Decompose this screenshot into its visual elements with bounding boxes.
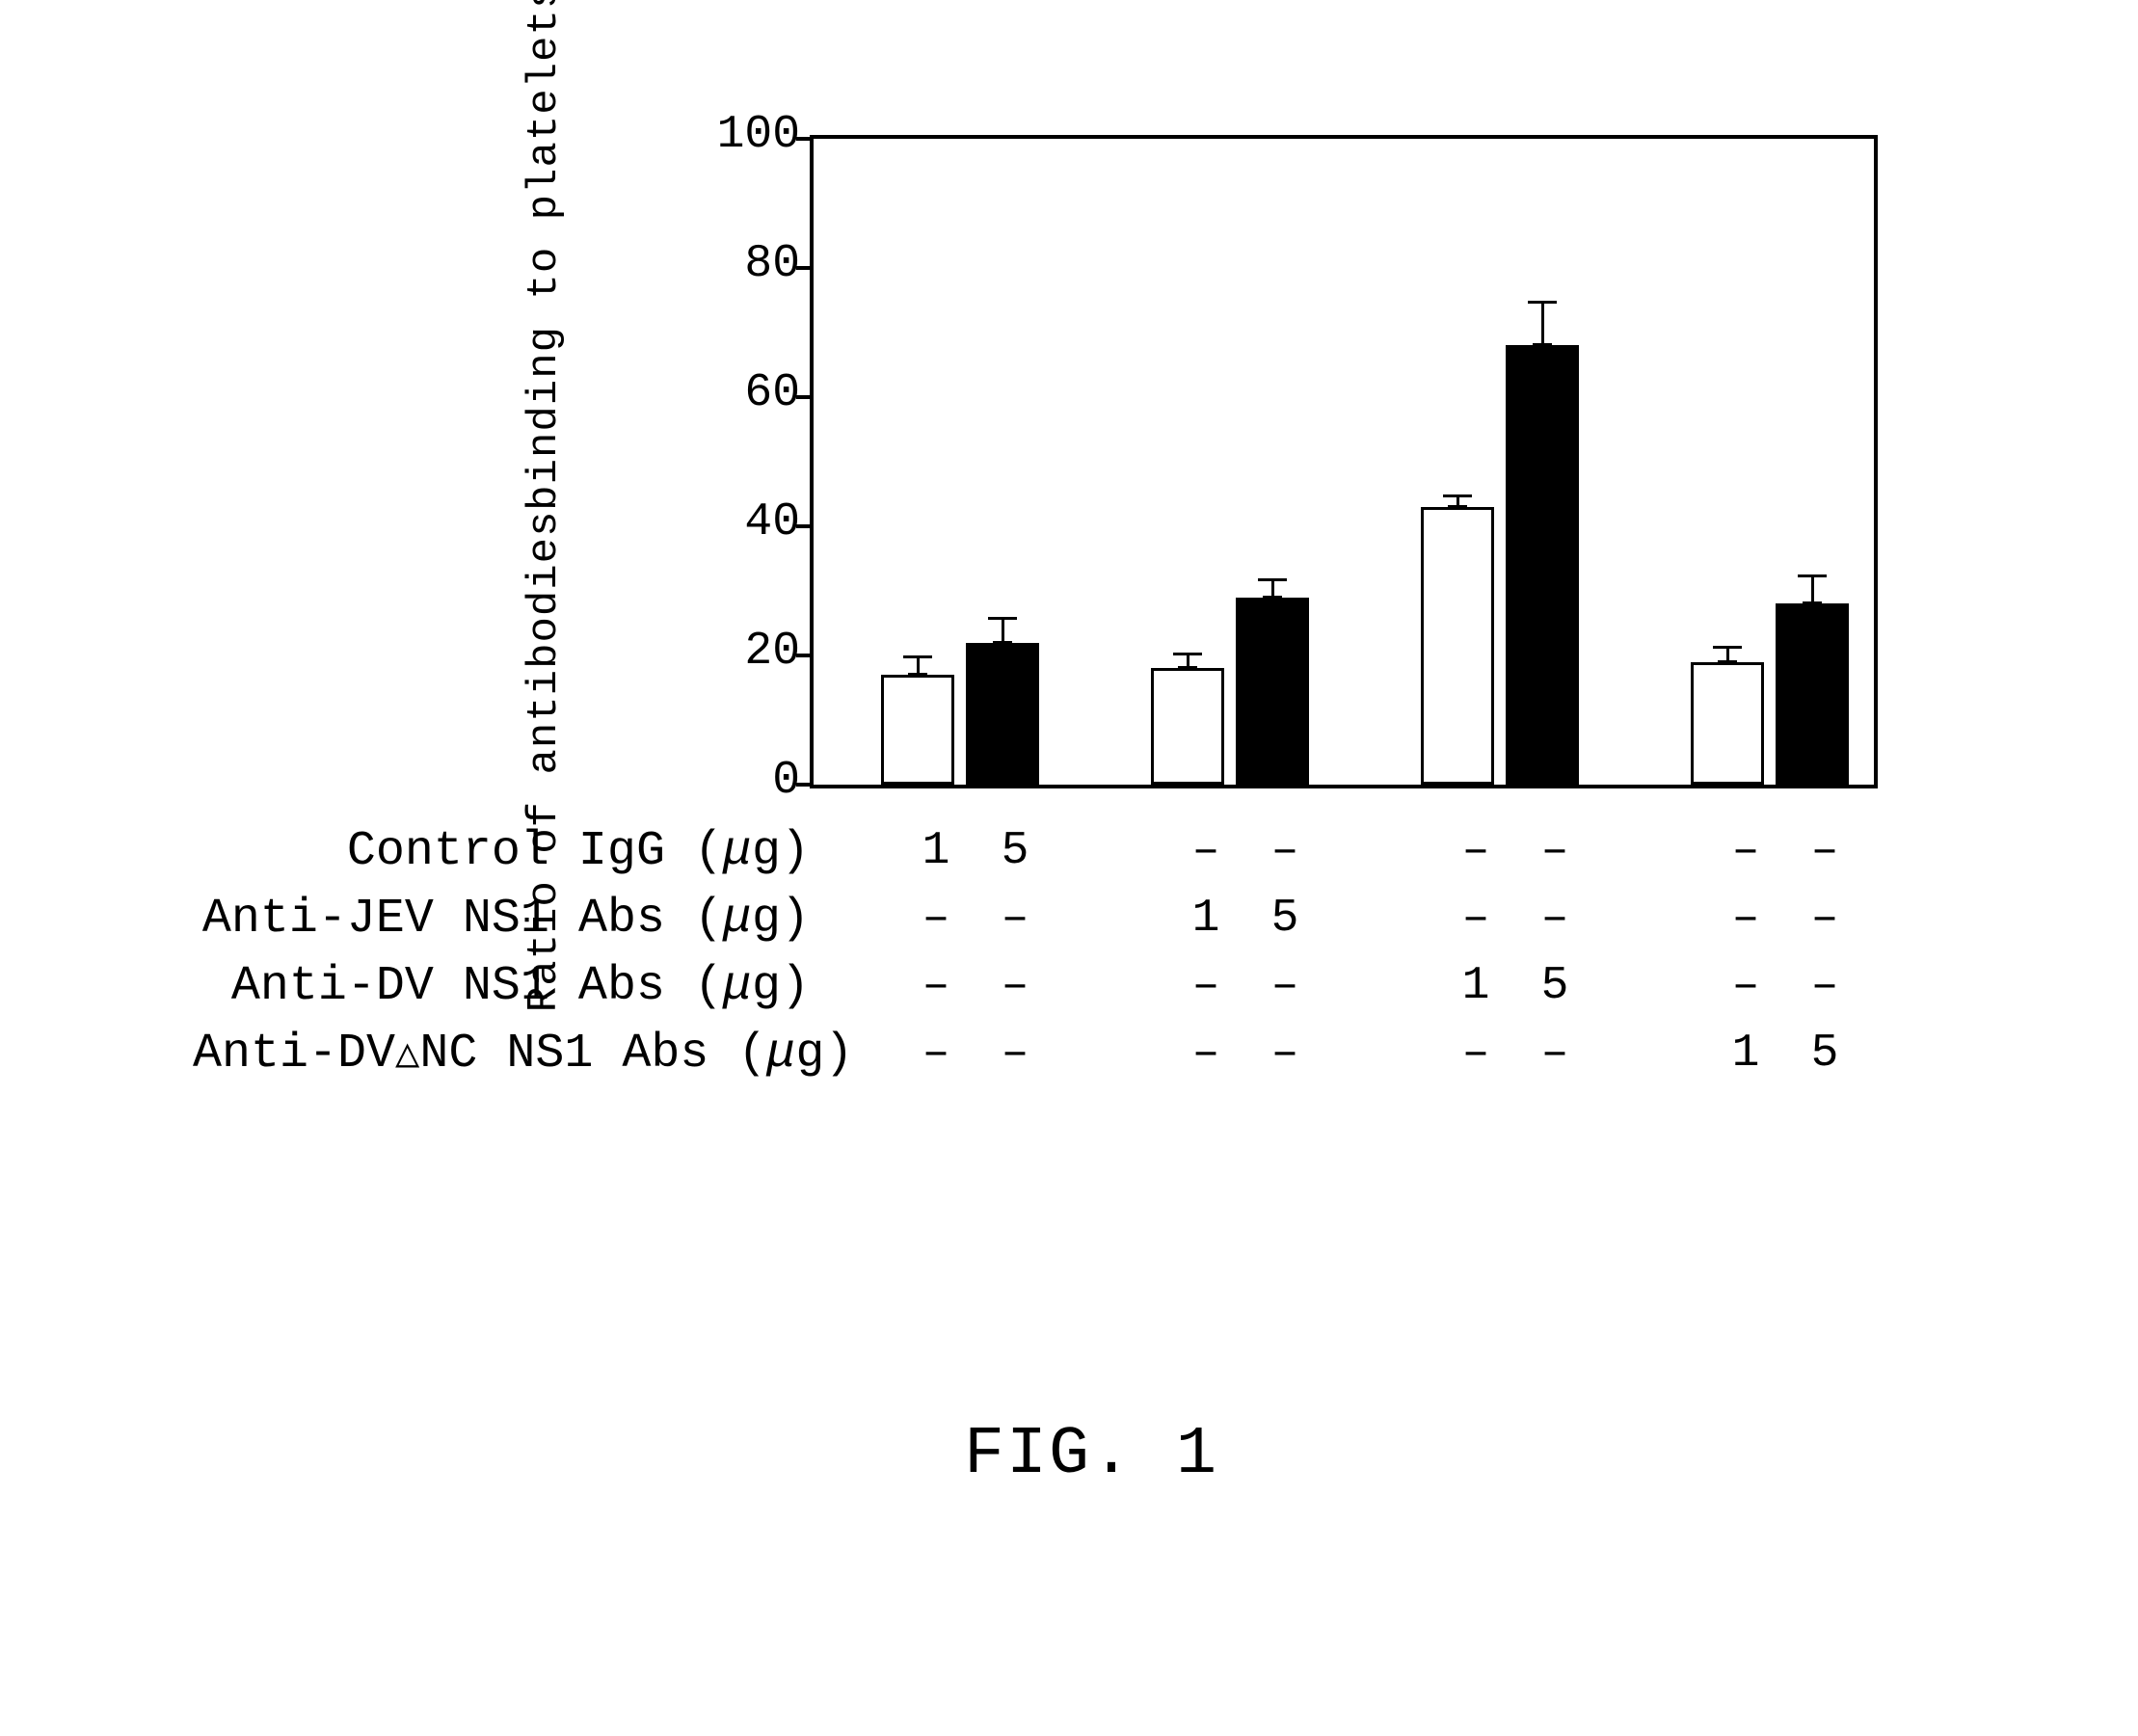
condition-cell: –	[1166, 1028, 1245, 1080]
condition-cell: –	[1515, 1028, 1594, 1080]
condition-cell: 1	[896, 825, 975, 877]
error-bar-cap-lower	[1718, 660, 1737, 663]
bar-filled	[1776, 603, 1849, 785]
condition-cells: ––––15––	[829, 952, 1889, 1020]
condition-cell: –	[896, 893, 975, 945]
bar-filled	[966, 643, 1039, 785]
condition-row-label: Anti-JEV NS1 Abs (μg)	[193, 892, 829, 947]
conditions-table: Control IgG (μg)15––––––Anti-JEV NS1 Abs…	[193, 817, 1889, 1087]
condition-cell: –	[1706, 825, 1785, 877]
bar-chart-plot	[810, 135, 1878, 788]
chart-row: binding to platelets(%)Ratio of antibodi…	[193, 135, 1889, 788]
condition-cell: –	[975, 960, 1055, 1012]
y-axis-tick-label: 80	[744, 238, 800, 290]
condition-cells: 15––––––	[829, 817, 1889, 885]
error-bar-cap	[1443, 494, 1472, 497]
bar-open	[881, 675, 954, 785]
condition-cell: –	[1706, 960, 1785, 1012]
error-bar-cap	[1173, 653, 1202, 655]
figure-caption: FIG. 1	[964, 1417, 1218, 1493]
error-bar-cap-lower	[1178, 666, 1197, 669]
condition-row: Anti-DV△NC NS1 Abs (μg)––––––15	[193, 1020, 1889, 1087]
error-bar-cap	[988, 617, 1017, 620]
error-bar-cap-lower	[1448, 505, 1467, 508]
condition-row-label: Anti-DV△NC NS1 Abs (μg)	[193, 1027, 829, 1082]
error-bar-cap-lower	[1803, 601, 1822, 604]
bar-open	[1151, 668, 1224, 785]
page-root: binding to platelets(%)Ratio of antibodi…	[0, 0, 2138, 1736]
y-axis-label-line: Ratio of antibodies	[521, 511, 569, 1013]
y-axis-tick-label: 100	[717, 109, 800, 161]
condition-row: Anti-JEV NS1 Abs (μg)––15––––	[193, 885, 1889, 952]
condition-cell: –	[1166, 960, 1245, 1012]
condition-cell: –	[1166, 825, 1245, 877]
bar-filled	[1506, 345, 1579, 785]
condition-cell: –	[1436, 1028, 1515, 1080]
condition-cell: 1	[1166, 893, 1245, 945]
error-bar-cap-lower	[908, 673, 927, 676]
y-axis-tick-label-col: 020406080100	[694, 135, 810, 781]
condition-cell: 5	[1515, 960, 1594, 1012]
condition-cell: –	[896, 1028, 975, 1080]
condition-cell: –	[1706, 893, 1785, 945]
condition-cell: –	[1785, 893, 1864, 945]
condition-cells: ––––––15	[829, 1020, 1889, 1087]
y-axis-tick-mark	[796, 783, 814, 787]
y-axis-tick-label: 0	[772, 755, 800, 807]
bar-open	[1421, 507, 1494, 785]
condition-cell: –	[1436, 893, 1515, 945]
condition-cell: 1	[1706, 1028, 1785, 1080]
error-bar-cap	[1258, 578, 1287, 581]
y-axis-tick-mark	[796, 266, 814, 270]
y-axis-tick-mark	[796, 654, 814, 657]
bar-filled	[1236, 598, 1309, 785]
error-bar-cap-lower	[1533, 343, 1552, 346]
error-bar-cap	[903, 655, 932, 658]
error-bar-stem	[1541, 301, 1544, 346]
error-bar-cap	[1713, 646, 1742, 649]
y-axis-tick-label: 20	[744, 626, 800, 678]
condition-cell: –	[1436, 825, 1515, 877]
condition-cell: –	[1245, 960, 1324, 1012]
left-spacer	[193, 135, 521, 136]
y-axis-label-line: binding to platelets(%)	[521, 0, 569, 511]
y-axis-tick-mark	[796, 524, 814, 528]
error-bar-cap	[1798, 574, 1827, 577]
condition-cell: 5	[975, 825, 1055, 877]
condition-cells: ––15––––	[829, 885, 1889, 952]
condition-cell: –	[1515, 893, 1594, 945]
condition-cell: 5	[1785, 1028, 1864, 1080]
condition-cell: –	[1785, 960, 1864, 1012]
condition-cell: 5	[1245, 893, 1324, 945]
error-bar-cap-lower	[1263, 596, 1282, 599]
condition-row: Control IgG (μg)15––––––	[193, 817, 1889, 885]
condition-cell: –	[1245, 825, 1324, 877]
condition-cell: –	[975, 893, 1055, 945]
bar-open	[1691, 662, 1764, 785]
y-axis-tick-label: 40	[744, 496, 800, 548]
condition-cell: –	[1785, 825, 1864, 877]
error-bar-stem	[1271, 578, 1274, 598]
y-axis-label-stack: binding to platelets(%)Ratio of antibodi…	[521, 0, 569, 1013]
condition-cell: –	[896, 960, 975, 1012]
y-axis-tick-mark	[796, 137, 814, 141]
condition-cell: –	[975, 1028, 1055, 1080]
condition-cell: 1	[1436, 960, 1515, 1012]
y-axis-label-box: binding to platelets(%)Ratio of antibodi…	[521, 135, 694, 781]
figure-wrap: binding to platelets(%)Ratio of antibodi…	[193, 135, 1889, 1087]
error-bar-stem	[1811, 574, 1814, 603]
condition-row-label: Anti-DV NS1 Abs (μg)	[193, 959, 829, 1014]
error-bar-stem	[917, 655, 920, 675]
error-bar-cap-lower	[993, 641, 1012, 644]
error-bar-stem	[1002, 617, 1004, 643]
condition-row-label: Control IgG (μg)	[193, 824, 829, 879]
condition-row: Anti-DV NS1 Abs (μg)––––15––	[193, 952, 1889, 1020]
y-axis-tick-mark	[796, 395, 814, 399]
condition-cell: –	[1515, 825, 1594, 877]
condition-cell: –	[1245, 1028, 1324, 1080]
error-bar-cap	[1528, 301, 1557, 304]
y-axis-tick-label: 60	[744, 367, 800, 419]
